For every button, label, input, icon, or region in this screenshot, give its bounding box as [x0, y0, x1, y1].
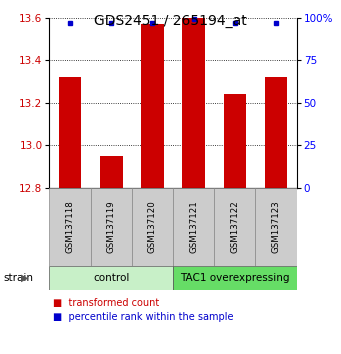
- Text: ▶: ▶: [21, 273, 29, 283]
- Bar: [265, 77, 287, 188]
- Text: GSM137123: GSM137123: [271, 200, 281, 253]
- Bar: [49, 266, 173, 290]
- Text: ■  percentile rank within the sample: ■ percentile rank within the sample: [53, 312, 233, 322]
- Bar: [255, 188, 297, 266]
- Bar: [132, 188, 173, 266]
- Text: GDS2451 / 265194_at: GDS2451 / 265194_at: [94, 14, 247, 28]
- Text: GSM137122: GSM137122: [231, 200, 239, 253]
- Bar: [141, 24, 164, 188]
- Text: GSM137121: GSM137121: [189, 200, 198, 253]
- Text: strain: strain: [3, 273, 33, 283]
- Text: ■  transformed count: ■ transformed count: [53, 298, 159, 308]
- Bar: [182, 18, 205, 188]
- Bar: [100, 156, 122, 188]
- Text: GSM137120: GSM137120: [148, 200, 157, 253]
- Bar: [59, 77, 81, 188]
- Text: TAC1 overexpressing: TAC1 overexpressing: [180, 273, 290, 283]
- Bar: [173, 266, 297, 290]
- Bar: [91, 188, 132, 266]
- Text: GSM137118: GSM137118: [65, 200, 75, 253]
- Text: control: control: [93, 273, 130, 283]
- Text: GSM137119: GSM137119: [107, 200, 116, 253]
- Bar: [224, 94, 246, 188]
- Bar: [49, 188, 91, 266]
- Bar: [214, 188, 255, 266]
- Bar: [173, 188, 214, 266]
